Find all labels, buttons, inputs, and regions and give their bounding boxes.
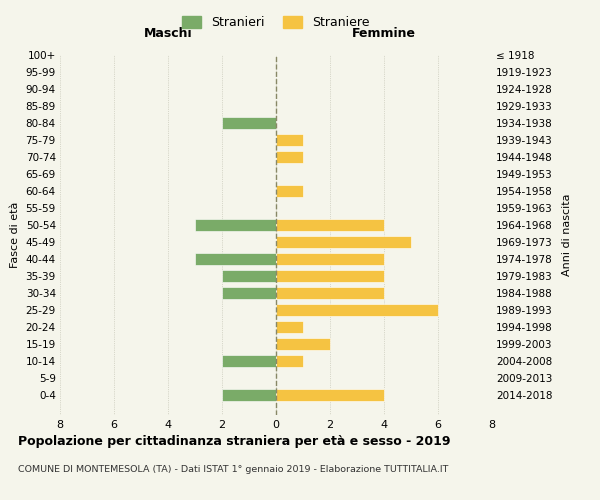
Bar: [276, 134, 303, 146]
Bar: [222, 117, 276, 129]
Bar: [222, 270, 276, 282]
Text: COMUNE DI MONTEMESOLA (TA) - Dati ISTAT 1° gennaio 2019 - Elaborazione TUTTITALI: COMUNE DI MONTEMESOLA (TA) - Dati ISTAT …: [18, 465, 448, 474]
Bar: [222, 354, 276, 367]
Y-axis label: Fasce di età: Fasce di età: [10, 202, 20, 268]
Bar: [195, 252, 276, 265]
Bar: [276, 320, 303, 333]
Bar: [276, 218, 384, 231]
Bar: [276, 270, 384, 282]
Bar: [276, 286, 384, 299]
Bar: [276, 236, 411, 248]
Bar: [276, 388, 384, 401]
Y-axis label: Anni di nascita: Anni di nascita: [562, 194, 572, 276]
Legend: Stranieri, Straniere: Stranieri, Straniere: [178, 11, 374, 34]
Text: Femmine: Femmine: [352, 26, 416, 40]
Bar: [222, 286, 276, 299]
Bar: [276, 252, 384, 265]
Text: Maschi: Maschi: [143, 26, 193, 40]
Bar: [276, 304, 438, 316]
Bar: [276, 354, 303, 367]
Bar: [222, 388, 276, 401]
Bar: [276, 185, 303, 197]
Bar: [276, 151, 303, 163]
Bar: [276, 338, 330, 350]
Bar: [195, 218, 276, 231]
Text: Popolazione per cittadinanza straniera per età e sesso - 2019: Popolazione per cittadinanza straniera p…: [18, 435, 451, 448]
